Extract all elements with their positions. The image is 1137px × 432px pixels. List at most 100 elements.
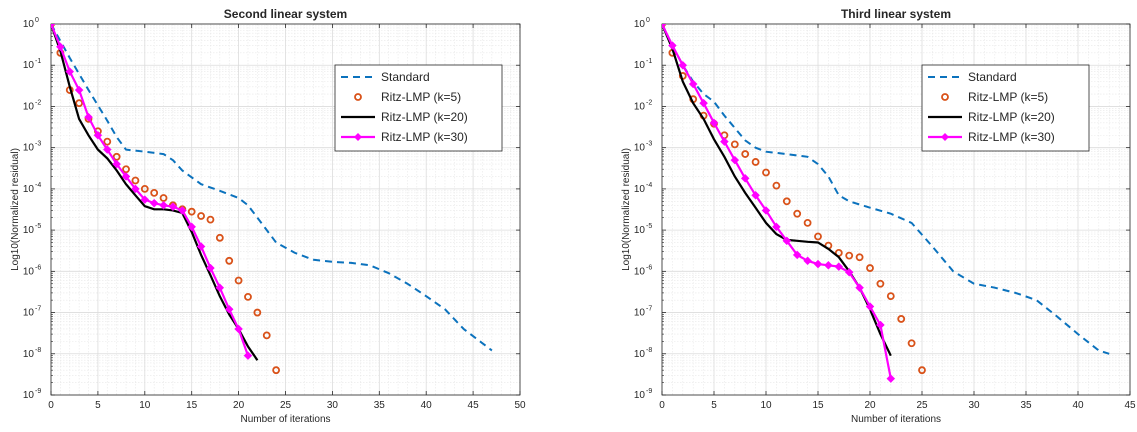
x-tick-label: 25 bbox=[280, 400, 292, 411]
legend-label: Ritz-LMP (k=5) bbox=[381, 90, 461, 104]
y-tick-exponent: -7 bbox=[646, 306, 652, 313]
data-point-diamond bbox=[215, 283, 225, 293]
y-tick-label: 10 bbox=[23, 390, 35, 401]
data-point-circle bbox=[730, 140, 739, 149]
y-tick-label: 10 bbox=[23, 225, 35, 236]
y-tick-exponent: -3 bbox=[35, 141, 41, 148]
legend-label: Standard bbox=[381, 70, 430, 84]
data-point-diamond bbox=[149, 198, 159, 208]
y-tick-exponent: -4 bbox=[35, 182, 41, 189]
legend-label: Standard bbox=[968, 70, 1017, 84]
data-point-diamond bbox=[844, 267, 854, 277]
data-point-diamond bbox=[121, 172, 131, 181]
data-point-circle bbox=[225, 256, 234, 265]
y-tick-exponent: 0 bbox=[646, 17, 650, 24]
legend: Standard Ritz-LMP (k=5) Ritz-LMP (k=20) Rit… bbox=[921, 64, 1090, 152]
x-tick-label: 10 bbox=[139, 400, 151, 411]
y-tick-label: 10 bbox=[634, 266, 646, 277]
y-axis-label: Log10(Normalized residual) bbox=[621, 148, 632, 271]
x-tick-label: 5 bbox=[711, 400, 717, 411]
y-tick-label: 10 bbox=[23, 184, 35, 195]
y-tick-exponent: -8 bbox=[646, 347, 652, 354]
legend-marker bbox=[354, 93, 362, 101]
data-point-diamond bbox=[187, 222, 197, 232]
data-point-diamond bbox=[93, 130, 103, 140]
y-tick-label: 10 bbox=[634, 225, 646, 236]
data-point-circle bbox=[866, 264, 874, 272]
data-point-diamond bbox=[243, 351, 253, 361]
legend-marker bbox=[941, 133, 949, 141]
data-point-diamond bbox=[772, 222, 781, 232]
data-point-circle bbox=[782, 197, 791, 206]
data-point-circle bbox=[803, 218, 812, 227]
x-tick-label: 45 bbox=[468, 400, 480, 411]
legend-label: Ritz-LMP (k=5) bbox=[968, 90, 1048, 104]
data-point-circle bbox=[918, 366, 926, 375]
data-point-circle bbox=[131, 176, 140, 185]
data-point-circle bbox=[772, 181, 781, 190]
y-tick-exponent: -9 bbox=[35, 388, 41, 395]
data-point-diamond bbox=[824, 260, 833, 270]
x-axis-label: Number of iterations bbox=[851, 414, 941, 425]
y-tick-exponent: -1 bbox=[35, 58, 41, 65]
x-tick-label: 0 bbox=[659, 400, 665, 411]
x-tick-label: 45 bbox=[1124, 400, 1136, 411]
data-point-circle bbox=[886, 292, 895, 301]
grid bbox=[50, 23, 521, 396]
data-point-diamond bbox=[662, 24, 667, 29]
data-point-circle bbox=[741, 150, 750, 158]
data-point-diamond bbox=[177, 206, 187, 215]
data-point-circle bbox=[206, 215, 215, 224]
y-tick-label: 10 bbox=[634, 308, 646, 319]
x-tick-label: 35 bbox=[374, 400, 386, 411]
data-point-circle bbox=[751, 158, 760, 166]
x-tick-label: 20 bbox=[233, 400, 245, 411]
y-tick-label: 10 bbox=[23, 266, 35, 277]
series-group bbox=[51, 24, 493, 375]
legend-label: Ritz-LMP (k=30) bbox=[968, 130, 1055, 144]
y-tick-exponent: -9 bbox=[646, 388, 652, 395]
data-point-circle bbox=[215, 233, 224, 242]
data-point-circle bbox=[907, 339, 916, 348]
data-point-circle bbox=[103, 137, 112, 146]
series-group bbox=[662, 24, 1110, 383]
data-point-diamond bbox=[886, 374, 896, 383]
data-point-diamond bbox=[782, 236, 792, 246]
legend-marker bbox=[941, 93, 949, 101]
chart-title: Third linear system bbox=[841, 7, 951, 21]
data-point-circle bbox=[75, 99, 84, 108]
data-point-diamond bbox=[224, 304, 234, 314]
data-point-diamond bbox=[678, 60, 688, 70]
y-tick-label: 10 bbox=[634, 143, 646, 154]
data-point-circle bbox=[234, 276, 243, 285]
data-point-diamond bbox=[206, 263, 215, 273]
chart-panel-1: 0 5 10 15 20 25 30 35 40 45 5010-910-810-710-610-5… bbox=[10, 7, 526, 425]
data-point-diamond bbox=[112, 159, 122, 169]
x-tick-label: 25 bbox=[916, 400, 928, 411]
data-point-diamond bbox=[51, 24, 56, 29]
series-1 bbox=[662, 24, 1110, 355]
x-tick-label: 30 bbox=[327, 400, 339, 411]
series-1 bbox=[51, 24, 493, 352]
data-point-circle bbox=[262, 331, 271, 340]
data-point-diamond bbox=[813, 259, 823, 269]
data-point-circle bbox=[187, 207, 196, 216]
data-point-diamond bbox=[131, 184, 140, 194]
legend-marker bbox=[354, 133, 362, 141]
x-tick-label: 5 bbox=[95, 400, 101, 411]
x-tick-label: 50 bbox=[514, 400, 526, 411]
series-2 bbox=[662, 24, 926, 375]
x-tick-label: 30 bbox=[968, 400, 980, 411]
data-point-diamond bbox=[196, 242, 206, 251]
data-point-circle bbox=[897, 315, 906, 323]
legend-label: Ritz-LMP (k=20) bbox=[968, 110, 1055, 124]
data-point-diamond bbox=[855, 283, 864, 293]
data-point-diamond bbox=[730, 155, 740, 165]
y-tick-exponent: -7 bbox=[35, 306, 41, 313]
data-point-circle bbox=[253, 308, 262, 317]
data-point-diamond bbox=[803, 256, 812, 266]
data-point-diamond bbox=[865, 302, 875, 311]
x-tick-label: 20 bbox=[864, 400, 876, 411]
data-point-circle bbox=[762, 168, 770, 177]
